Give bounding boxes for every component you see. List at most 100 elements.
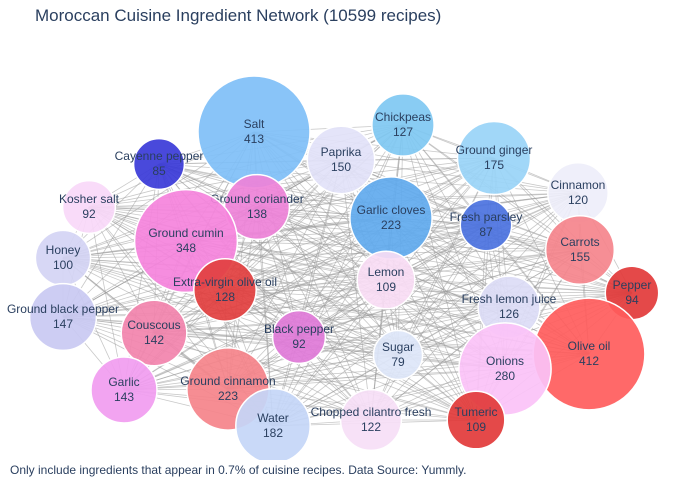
node-name-label: Salt (244, 117, 265, 131)
node-count-label: 412 (579, 354, 599, 368)
node-circle[interactable] (120, 299, 188, 367)
network-edge (88, 159, 342, 208)
node-circle[interactable] (306, 125, 376, 195)
node-count-label: 79 (391, 355, 405, 369)
node-count-label: 142 (144, 333, 164, 347)
node-count-label: 87 (479, 225, 493, 239)
node-count-label: 182 (263, 426, 283, 440)
node-circle[interactable] (193, 258, 257, 322)
node-name-label: Tumeric (455, 405, 498, 419)
node-circle[interactable] (61, 179, 117, 235)
node-count-label: 92 (82, 207, 96, 221)
node-count-label: 150 (331, 160, 351, 174)
node-count-label: 175 (484, 158, 504, 172)
node-circle[interactable] (544, 214, 616, 286)
node-count-label: 109 (466, 420, 486, 434)
network-edge (153, 292, 633, 334)
node-circle[interactable] (459, 198, 513, 252)
node-name-label: Chopped cilantro fresh (311, 405, 432, 419)
node-circle[interactable] (456, 120, 532, 196)
network-edge (298, 192, 579, 338)
node-name-label: Kosher salt (59, 192, 120, 206)
node-name-label: Lemon (368, 265, 405, 279)
node-name-label: Couscous (127, 318, 180, 332)
node-count-label: 143 (114, 390, 134, 404)
node-count-label: 280 (495, 369, 515, 383)
network-edge (272, 159, 342, 427)
node-count-label: 413 (244, 132, 264, 146)
network-edge (397, 192, 579, 356)
node-circle[interactable] (372, 329, 424, 381)
node-count-label: 147 (53, 317, 73, 331)
node-circle[interactable] (371, 93, 435, 157)
node-circle[interactable] (271, 309, 327, 365)
network-edge (185, 240, 510, 308)
network-edge (227, 249, 581, 390)
network-edge (340, 159, 579, 194)
node-circle[interactable] (28, 282, 98, 352)
node-name-label: Honey (46, 243, 81, 257)
node-count-label: 92 (292, 337, 306, 351)
node-circle[interactable] (235, 388, 311, 460)
node-circle[interactable] (339, 388, 403, 452)
node-name-label: Ground ginger (456, 143, 533, 157)
node-circle[interactable] (132, 137, 186, 191)
network-edge (153, 332, 477, 421)
network-edge (224, 289, 633, 294)
node-count-label: 155 (570, 250, 590, 264)
node-circle[interactable] (356, 250, 416, 310)
network-edge (123, 157, 495, 391)
node-count-label: 138 (247, 207, 267, 221)
network-edge (224, 224, 487, 291)
node-name-label: Cayenne pepper (115, 149, 204, 163)
node-name-label: Fresh parsley (450, 210, 523, 224)
node-name-label: Onions (486, 354, 524, 368)
node-name-label: Ground cinnamon (180, 374, 275, 388)
node-name-label: Black pepper (264, 322, 334, 336)
node-count-label: 348 (176, 241, 196, 255)
network-edge (153, 306, 510, 334)
node-name-label: Cinnamon (551, 178, 606, 192)
node-circle[interactable] (90, 356, 158, 424)
node-count-label: 128 (215, 290, 235, 304)
network-edge (62, 257, 510, 308)
node-count-label: 127 (393, 125, 413, 139)
node-count-label: 122 (361, 420, 381, 434)
node-circle[interactable] (446, 390, 506, 450)
network-edge (62, 157, 495, 318)
network-edge (224, 289, 506, 370)
node-name-label: Chickpeas (375, 110, 431, 124)
node-name-label: Ground cumin (148, 226, 223, 240)
node-name-label: Paprika (321, 145, 362, 159)
node-name-label: Fresh lemon juice (462, 292, 557, 306)
network-edge (370, 224, 487, 421)
node-name-label: Extra-virgin olive oil (173, 275, 277, 289)
node-name-label: Sugar (382, 340, 414, 354)
